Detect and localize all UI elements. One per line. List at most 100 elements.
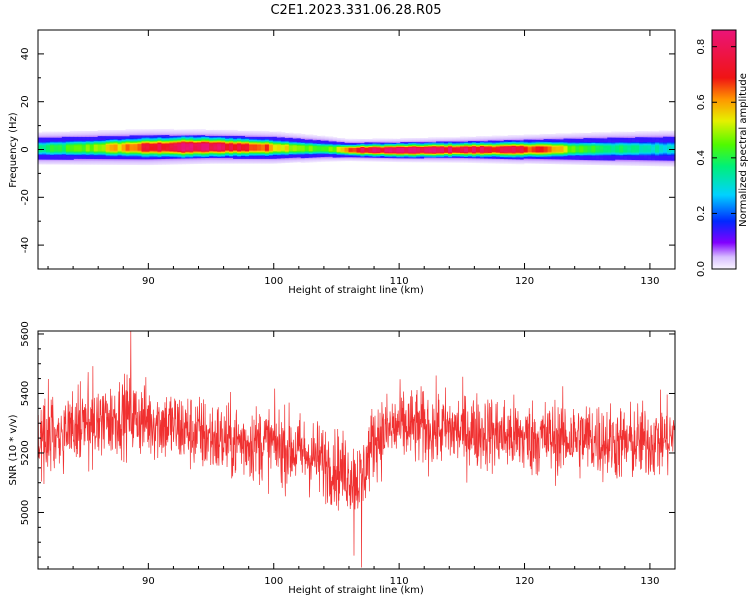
heatmap-cell (336, 144, 342, 147)
heatmap-cell (288, 156, 294, 158)
heatmap-cell (615, 157, 620, 159)
heatmap-cell (249, 151, 254, 154)
heatmap-cell (384, 147, 389, 149)
heatmap-cell (169, 156, 174, 158)
heatmap-cell (627, 159, 632, 161)
heatmap-cell (408, 151, 413, 153)
heatmap-cell (491, 147, 497, 149)
heatmap-cell (169, 142, 174, 144)
heatmap-cell (225, 142, 230, 144)
heatmap-cell (507, 138, 513, 141)
heatmap-cell (308, 144, 314, 147)
heatmap-cell (428, 145, 433, 148)
heatmap-cell (237, 161, 242, 163)
heatmap-cell (49, 159, 55, 161)
heatmap-cell (225, 153, 230, 156)
heatmap-cell (153, 152, 159, 154)
heatmap-cell (316, 140, 322, 142)
heatmap-cell (436, 137, 441, 139)
heatmap-cell (161, 160, 166, 162)
heatmap-cell (189, 136, 194, 138)
heatmap-cell (619, 138, 624, 140)
heatmap-cell (177, 151, 182, 153)
heatmap-cell (448, 145, 453, 147)
heatmap-cell (475, 148, 481, 150)
heatmap-cell (157, 151, 163, 153)
heatmap-cell (320, 152, 326, 155)
heatmap-cell (45, 136, 51, 138)
heatmap-cell (543, 156, 549, 159)
heatmap-cell (567, 160, 573, 162)
heatmap-cell (571, 160, 577, 162)
heatmap-cell (328, 141, 334, 143)
heatmap-cell (587, 159, 592, 162)
heatmap-cell (133, 148, 139, 150)
heatmap-cell (467, 147, 473, 149)
heatmap-cell (125, 135, 131, 137)
heatmap-cell (416, 139, 421, 141)
heatmap-cell (213, 149, 218, 152)
heatmap-cell (579, 145, 585, 147)
heatmap-cell (627, 134, 632, 137)
heatmap-cell (268, 145, 274, 147)
heatmap-cell (268, 142, 274, 144)
heatmap-cell (563, 156, 569, 158)
heatmap-cell (229, 159, 234, 161)
heatmap-cell (547, 154, 553, 156)
heatmap-cell (268, 144, 274, 146)
heatmap-cell (252, 135, 258, 137)
heatmap-cell (288, 133, 294, 135)
heatmap-cell (280, 158, 286, 160)
heatmap-cell (607, 152, 612, 154)
heatmap-cell (396, 151, 401, 153)
heatmap-cell (651, 131, 656, 133)
heatmap-cell (189, 148, 194, 150)
heatmap-cell (603, 138, 608, 140)
heatmap-cell (201, 144, 206, 146)
heatmap-cell (659, 150, 664, 152)
heatmap-cell (137, 129, 143, 131)
heatmap-cell (348, 140, 354, 142)
heatmap-cell (380, 144, 385, 146)
heatmap-cell (667, 152, 672, 154)
heatmap-cell (452, 157, 457, 159)
heatmap-cell (356, 143, 362, 145)
heatmap-cell (165, 132, 170, 135)
heatmap-cell (631, 134, 636, 137)
heatmap-cell (336, 155, 342, 157)
heatmap-cell (412, 157, 417, 159)
heatmap-cell (69, 130, 75, 133)
heatmap-cell (189, 151, 194, 153)
heatmap-cell (121, 135, 127, 138)
heatmap-cell (360, 154, 366, 156)
heatmap-cell (241, 161, 246, 163)
heatmap-cell (607, 144, 612, 147)
heatmap-cell (579, 157, 585, 159)
heatmap-cell (49, 141, 55, 143)
heatmap-cell (503, 136, 509, 139)
heatmap-cell (153, 158, 159, 161)
heatmap-cell (515, 151, 521, 153)
heatmap-cell (276, 142, 282, 145)
heatmap-cell (113, 155, 119, 158)
heatmap-cell (177, 135, 182, 137)
heatmap-cell (237, 147, 242, 149)
heatmap-cell (153, 156, 159, 159)
heatmap-cell (635, 157, 640, 160)
heatmap-cell (121, 148, 127, 150)
heatmap-cell (483, 144, 489, 147)
heatmap-cell (312, 142, 318, 145)
heatmap-cell (121, 131, 127, 133)
heatmap-cell (491, 148, 497, 151)
heatmap-cell (201, 146, 206, 148)
heatmap-cell (173, 140, 178, 142)
heatmap-cell (651, 139, 656, 141)
heatmap-cell (205, 154, 210, 157)
heatmap-cell (424, 146, 429, 149)
heatmap-cell (288, 134, 294, 136)
heatmap-cell (69, 133, 75, 135)
heatmap-cell (607, 149, 612, 151)
heatmap-cell (388, 157, 393, 160)
heatmap-cell (360, 140, 366, 143)
heatmap-cell (81, 147, 87, 149)
